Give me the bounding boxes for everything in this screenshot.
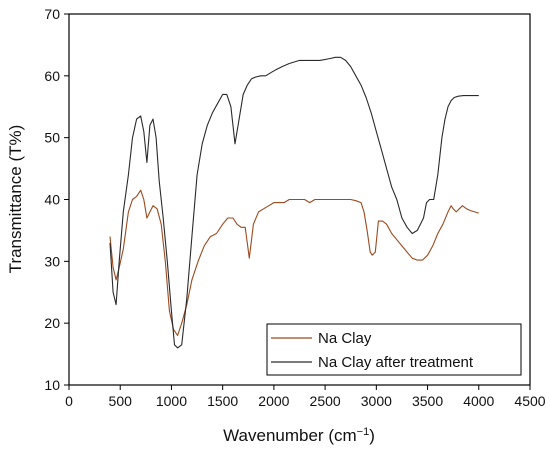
y-axis-title: Transmittance (T%) [6, 125, 25, 274]
x-axis: 0 500 1000 1500 2000 2500 3000 3500 4000 4500 [65, 385, 546, 409]
y-tick-label: 40 [44, 192, 60, 208]
legend-label-na-clay-after-treatment: Na Clay after treatment [318, 354, 474, 371]
legend-box [266, 323, 522, 376]
x-axis-title-main: Wavenumber (cm [223, 426, 357, 445]
series-lines [109, 56, 479, 349]
y-tick-label: 60 [44, 68, 60, 84]
x-axis-title-superscript: −1 [357, 426, 370, 438]
x-tick-label: 3500 [412, 393, 443, 409]
y-tick-label: 70 [44, 6, 60, 22]
x-tick-label: 3000 [361, 393, 392, 409]
x-tick-label: 1000 [156, 393, 187, 409]
series-line-na-clay-after-treatment [109, 56, 479, 349]
legend-label-na-clay: Na Clay [318, 330, 372, 347]
x-tick-label: 2000 [258, 393, 289, 409]
x-tick-label: 4000 [463, 393, 494, 409]
y-axis: 10 20 30 40 50 60 70 [44, 6, 69, 393]
x-tick-label: 2500 [310, 393, 341, 409]
x-tick-label: 0 [65, 393, 73, 409]
y-tick-label: 10 [44, 377, 60, 393]
x-tick-label: 1500 [207, 393, 238, 409]
series-line-na-clay [109, 189, 479, 337]
y-tick-label: 50 [44, 130, 60, 146]
y-tick-label: 30 [44, 253, 60, 269]
x-axis-title: Wavenumber (cm−1) [223, 426, 375, 445]
legend: Na Clay Na Clay after treatment [266, 323, 522, 376]
y-tick-label: 20 [44, 315, 60, 331]
x-tick-label: 4500 [514, 393, 545, 409]
x-axis-title-close: ) [369, 426, 375, 445]
x-tick-label: 500 [109, 393, 133, 409]
